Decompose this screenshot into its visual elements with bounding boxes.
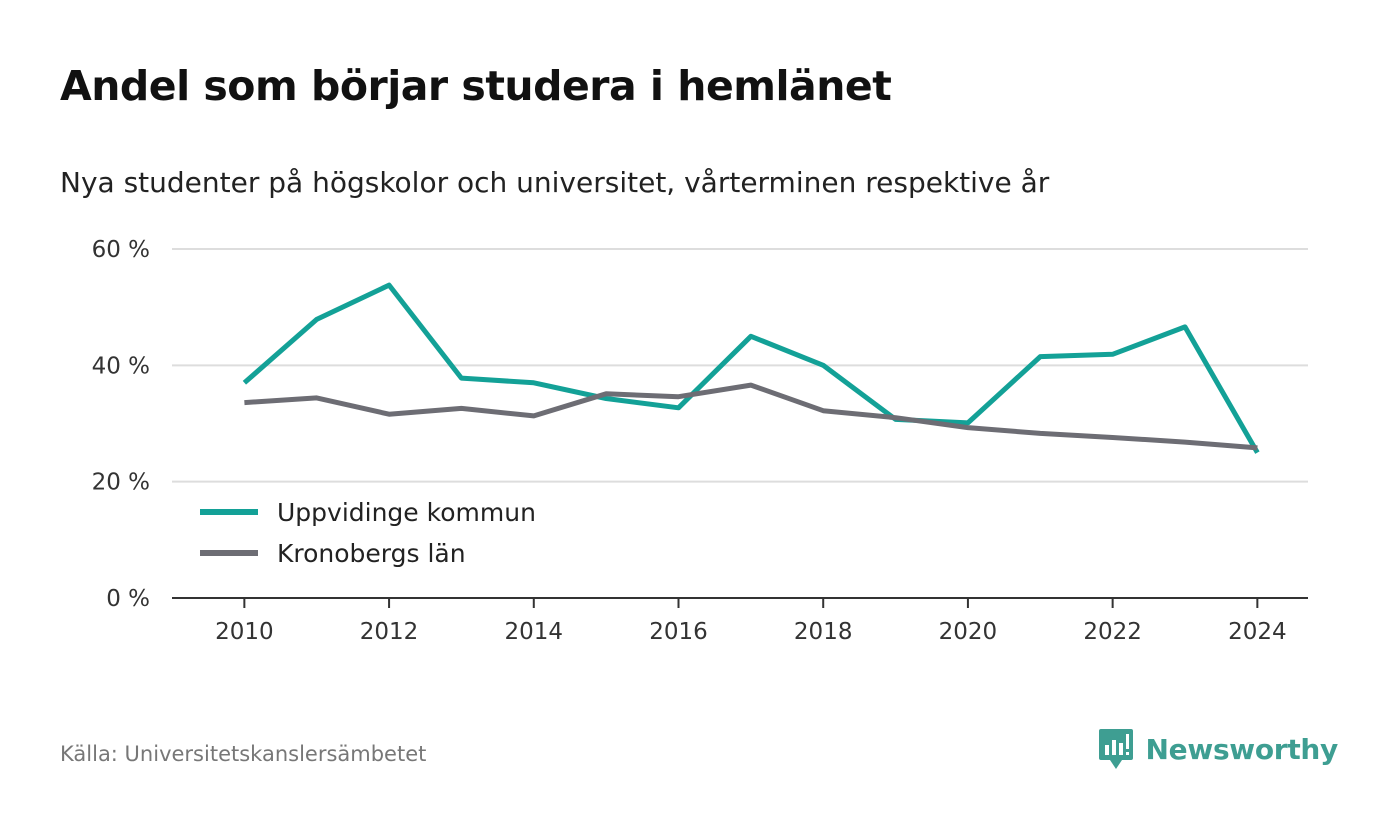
source-note: Källa: Universitetskanslersämbetet bbox=[60, 742, 427, 766]
y-tick-label: 20 % bbox=[92, 470, 150, 496]
legend-label: Uppvidinge kommun bbox=[277, 498, 536, 527]
x-tick-label: 2016 bbox=[649, 619, 708, 645]
brand-logo: Newsworthy bbox=[1098, 727, 1338, 771]
x-tick-label: 2012 bbox=[360, 619, 419, 645]
x-tick-label: 2010 bbox=[215, 619, 274, 645]
legend-label: Kronobergs län bbox=[277, 539, 466, 568]
x-tick-label: 2014 bbox=[505, 619, 564, 645]
y-tick-label: 60 % bbox=[92, 237, 150, 263]
y-tick-label: 40 % bbox=[92, 353, 150, 379]
chart-subtitle: Nya studenter på högskolor och universit… bbox=[60, 166, 1050, 199]
series-lines bbox=[242, 282, 1260, 454]
y-tick-label: 0 % bbox=[106, 586, 150, 612]
x-tick-label: 2024 bbox=[1228, 619, 1287, 645]
legend: Uppvidinge kommun Kronobergs län bbox=[200, 498, 536, 568]
legend-item: Kronobergs län bbox=[200, 539, 466, 568]
x-axis-ticks: 2010 2012 2014 2016 2018 2020 2022 2024 bbox=[215, 598, 1287, 645]
x-tick-label: 2022 bbox=[1083, 619, 1142, 645]
chart-title: Andel som börjar studera i hemlänet bbox=[60, 62, 892, 110]
series-line-2 bbox=[244, 382, 1258, 451]
newsworthy-logo-icon bbox=[1098, 729, 1133, 769]
legend-item: Uppvidinge kommun bbox=[200, 498, 536, 527]
y-axis-ticks: 0 % 20 % 40 % 60 % bbox=[92, 237, 150, 612]
grid-lines bbox=[172, 248, 1308, 599]
x-tick-label: 2018 bbox=[794, 619, 853, 645]
brand-name: Newsworthy bbox=[1145, 732, 1339, 766]
series-line-1 bbox=[242, 282, 1260, 454]
x-tick-label: 2020 bbox=[939, 619, 998, 645]
